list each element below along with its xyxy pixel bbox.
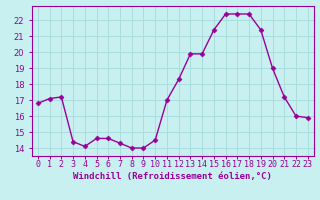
X-axis label: Windchill (Refroidissement éolien,°C): Windchill (Refroidissement éolien,°C) <box>73 172 272 181</box>
